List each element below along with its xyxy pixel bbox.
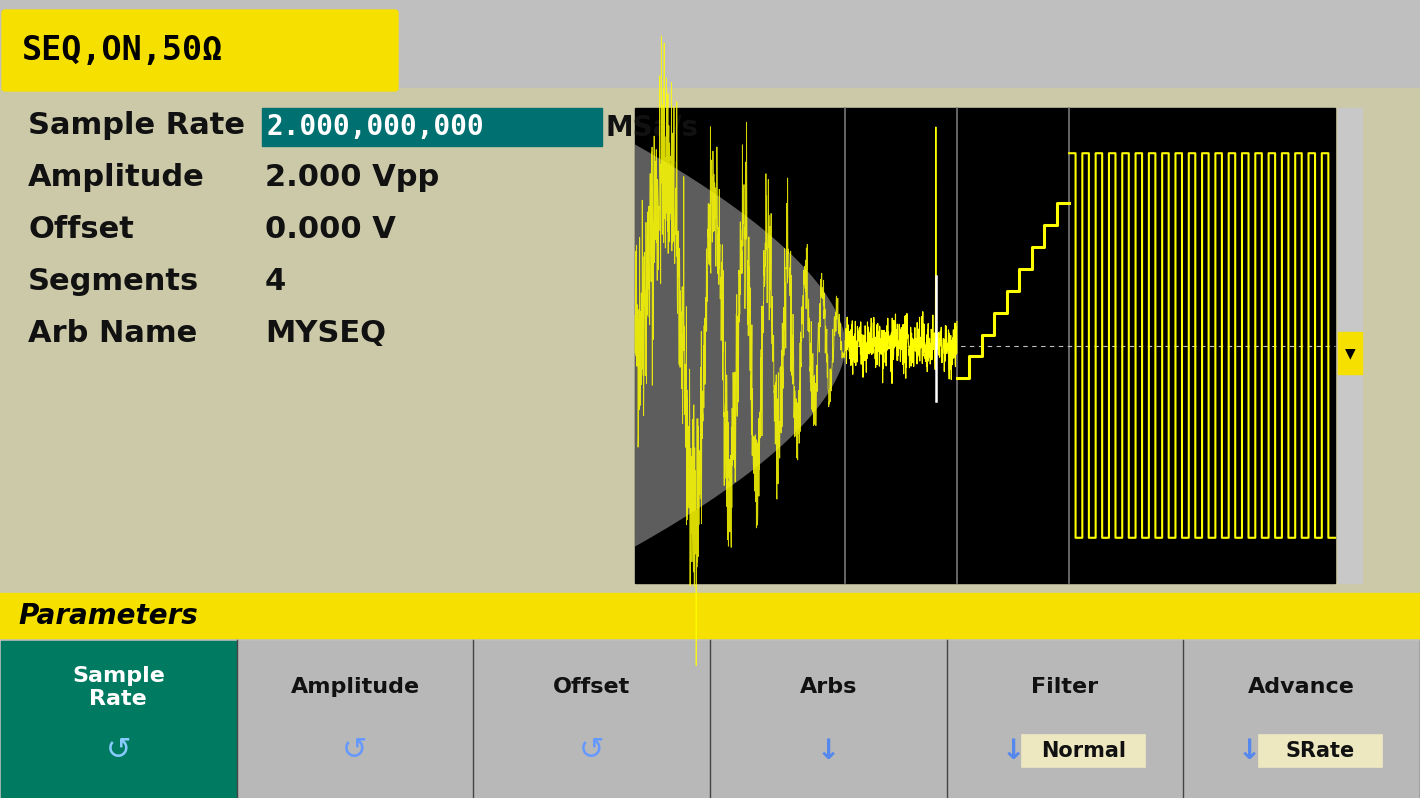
Text: Normal: Normal [1041, 741, 1126, 760]
Bar [1338, 108, 1362, 583]
Bar [1260, 735, 1382, 767]
Text: 0.000 V: 0.000 V [266, 215, 396, 244]
Bar [474, 641, 709, 797]
Text: Advance: Advance [1248, 678, 1355, 697]
Text: Arbs: Arbs [799, 678, 858, 697]
Bar [0, 593, 1420, 638]
Text: 2.000,000,000: 2.000,000,000 [267, 113, 484, 141]
Polygon shape [635, 144, 845, 547]
Bar [263, 108, 602, 146]
Text: SEQ,ON,50Ω: SEQ,ON,50Ω [21, 34, 223, 67]
Bar [947, 641, 1183, 797]
Text: Parameters: Parameters [18, 602, 197, 630]
Bar [1338, 332, 1362, 374]
Text: Filter: Filter [1031, 678, 1099, 697]
Text: Sample Rate: Sample Rate [28, 112, 246, 140]
Text: MSa/s: MSa/s [605, 113, 699, 141]
Bar [635, 108, 1335, 583]
Text: ↺: ↺ [579, 736, 605, 765]
Bar [1022, 735, 1146, 767]
Text: 2.000 Vpp: 2.000 Vpp [266, 164, 439, 192]
Text: Sample
Rate: Sample Rate [72, 666, 165, 709]
Text: Amplitude: Amplitude [291, 678, 419, 697]
Text: MYSEQ: MYSEQ [266, 319, 386, 349]
Text: ↓: ↓ [1238, 737, 1261, 764]
Text: ↓: ↓ [1001, 737, 1025, 764]
Bar [1184, 641, 1419, 797]
Bar [711, 641, 946, 797]
Bar [237, 641, 473, 797]
Bar [1, 641, 236, 797]
Text: Amplitude: Amplitude [28, 164, 204, 192]
Text: Offset: Offset [552, 678, 630, 697]
Bar [0, 88, 1420, 598]
Text: ▼: ▼ [1345, 346, 1355, 360]
Text: Offset: Offset [28, 215, 133, 244]
Text: ↺: ↺ [105, 736, 131, 765]
Text: Arb Name: Arb Name [28, 319, 197, 349]
Text: 4: 4 [266, 267, 287, 297]
Text: SRate: SRate [1287, 741, 1355, 760]
Text: ↺: ↺ [342, 736, 368, 765]
FancyBboxPatch shape [1, 10, 398, 91]
Text: Segments: Segments [28, 267, 199, 297]
Text: ↓: ↓ [816, 737, 841, 764]
